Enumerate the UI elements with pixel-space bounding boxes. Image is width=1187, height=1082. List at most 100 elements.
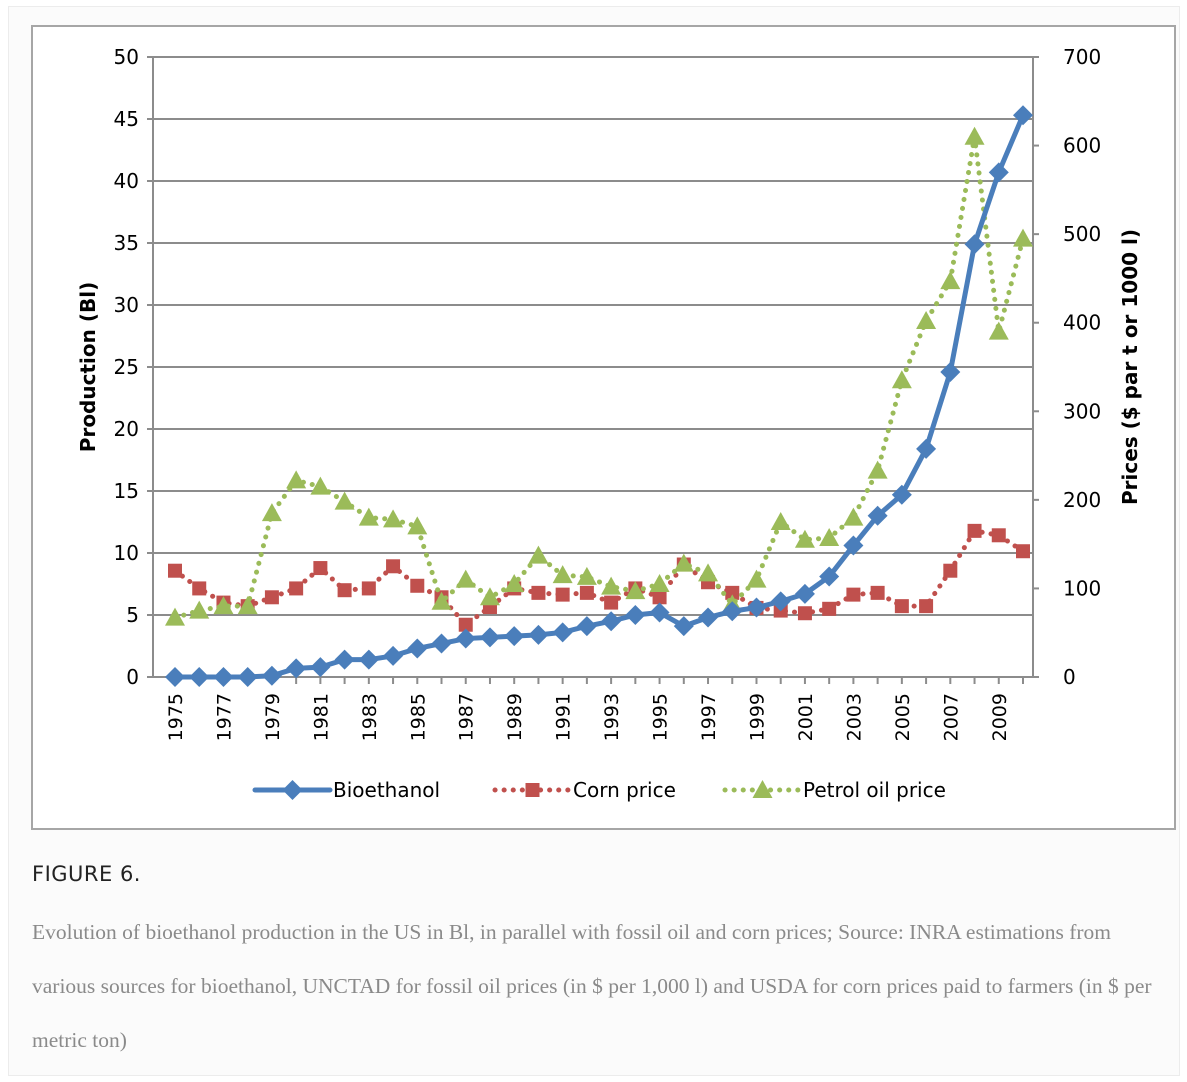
y-tick-label: 30 [114, 293, 139, 317]
data-point [552, 565, 573, 584]
x-tick-label: 1995 [650, 693, 672, 741]
gridlines [153, 56, 1033, 616]
figure-caption: Evolution of bioethanol production in th… [32, 920, 1152, 1052]
x-tick-label: 1987 [456, 693, 478, 741]
data-point [337, 583, 352, 598]
series-bioethanol [165, 105, 1033, 687]
data-point [458, 617, 473, 632]
data-point [846, 587, 861, 602]
data-point [916, 310, 937, 329]
data-point [797, 606, 812, 621]
data-point [891, 370, 912, 389]
data-point [168, 563, 182, 578]
y2-tick-label: 0 [1063, 665, 1076, 689]
data-point [843, 535, 864, 556]
data-point [261, 665, 282, 686]
x-tick-label: 1991 [553, 693, 575, 741]
data-point [289, 581, 304, 596]
data-point [264, 590, 279, 605]
data-point [313, 561, 328, 576]
series-line [172, 134, 1026, 621]
data-point [552, 622, 573, 643]
x-tick-label: 1983 [359, 693, 381, 741]
y-tick-label: 20 [114, 417, 139, 441]
data-point [940, 361, 961, 382]
data-point [358, 507, 379, 526]
data-point [213, 667, 234, 687]
y2-tick-label: 100 [1063, 576, 1101, 600]
data-point [770, 591, 791, 612]
x-tick-label: 1977 [213, 693, 235, 741]
data-point [894, 599, 909, 614]
data-point [601, 611, 622, 632]
data-point [604, 595, 619, 610]
data-point [528, 624, 549, 645]
data-point [358, 649, 379, 670]
data-point [649, 602, 670, 623]
y-tick-label: 0 [126, 665, 139, 689]
y-tick-label: 5 [126, 603, 139, 627]
x-tick-label: 2003 [843, 693, 865, 741]
legend-marker [525, 783, 540, 797]
data-point [189, 667, 210, 687]
data-point [891, 484, 912, 505]
data-point [1013, 228, 1033, 247]
data-point [165, 607, 185, 626]
series-group [165, 105, 1033, 687]
data-point [988, 321, 1009, 340]
data-point [455, 569, 476, 588]
data-point [383, 645, 404, 666]
data-point [213, 596, 234, 615]
data-point [967, 523, 982, 538]
data-point [625, 581, 646, 600]
data-point [822, 601, 837, 616]
legend-label: Petrol oil price [803, 778, 946, 802]
data-point [870, 585, 885, 600]
data-point [334, 649, 355, 670]
x-tick-label: 1993 [601, 693, 623, 741]
data-point [383, 509, 404, 528]
legend: Bioethanol Corn price Petrol oil price [252, 778, 946, 802]
legend-label: Bioethanol [333, 778, 440, 802]
data-point [988, 162, 1009, 183]
data-point [916, 438, 937, 459]
x-tick-label: 2009 [989, 693, 1011, 741]
data-point [410, 578, 425, 593]
y-tick-label: 15 [114, 479, 139, 503]
data-point [479, 587, 500, 606]
data-point [237, 667, 258, 687]
data-point [504, 626, 525, 647]
y2-tick-label: 400 [1063, 311, 1101, 335]
y-tick-label: 50 [114, 45, 139, 69]
data-point [576, 616, 597, 637]
data-point [479, 627, 500, 648]
y-tick-label: 35 [114, 231, 139, 255]
legend-marker [282, 780, 303, 800]
data-point [649, 574, 670, 592]
data-point [334, 491, 355, 510]
y2-tick-label: 700 [1063, 45, 1101, 69]
data-point [261, 503, 282, 522]
data-point [555, 587, 570, 602]
data-point [407, 638, 428, 659]
data-point [794, 583, 815, 604]
data-point [819, 527, 840, 546]
x-tick-label: 1999 [746, 693, 768, 741]
data-point [625, 605, 646, 625]
legend-label: Corn price [573, 778, 676, 802]
data-point [286, 470, 307, 489]
data-point [1013, 105, 1033, 126]
data-point [386, 559, 401, 574]
series-petrol-oil-price [165, 126, 1033, 626]
data-point [504, 574, 525, 592]
data-point [964, 126, 985, 145]
data-point [843, 507, 864, 526]
data-point [361, 581, 376, 596]
data-point [725, 585, 740, 600]
data-point [237, 596, 258, 615]
data-point [722, 601, 743, 622]
x-tick-label: 1981 [310, 693, 332, 741]
y2-tick-label: 300 [1063, 399, 1101, 423]
data-point [431, 633, 452, 654]
data-point [310, 476, 331, 495]
